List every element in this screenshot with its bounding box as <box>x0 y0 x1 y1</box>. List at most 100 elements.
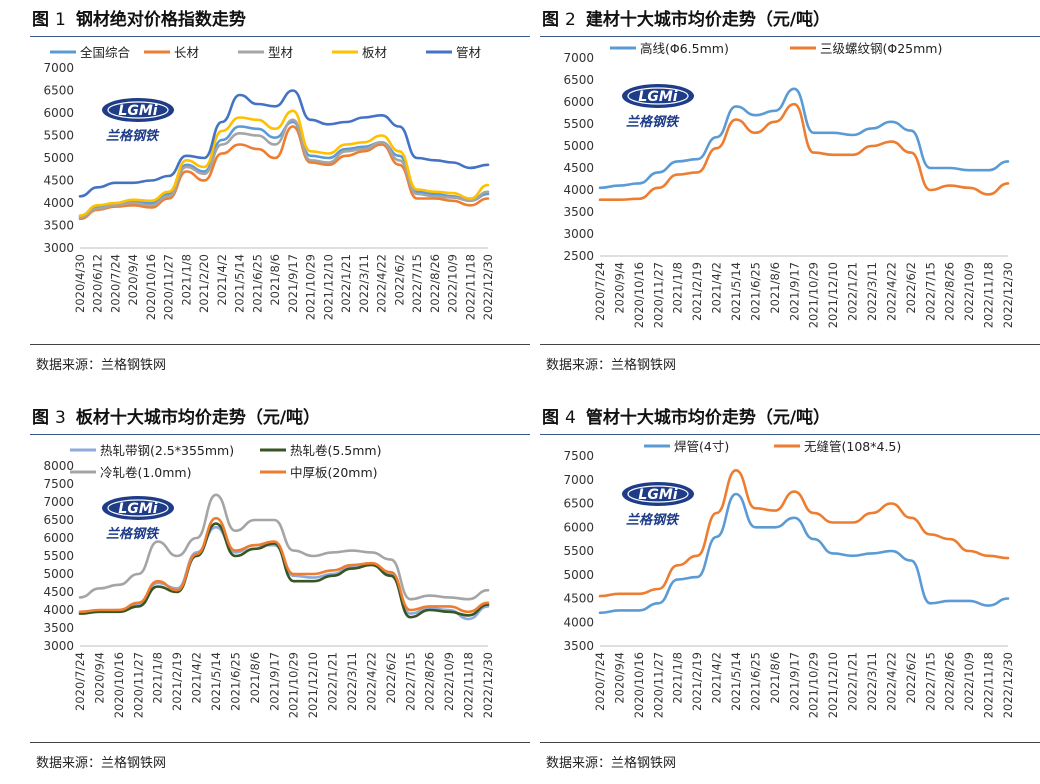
series-line-2 <box>598 469 1010 598</box>
x-tick-label: 2021/12/10 <box>306 652 320 718</box>
x-tick-label: 2021/8/6 <box>248 652 262 704</box>
x-tick-label: 2021/10/29 <box>807 652 821 718</box>
lgmi-logo: LGMi 兰格钢铁 <box>102 98 174 144</box>
legend-item: 高线(Φ6.5mm) <box>610 41 729 56</box>
y-tick-label: 7000 <box>43 495 74 509</box>
y-tick-label: 7000 <box>563 473 594 487</box>
x-tick-label: 2021/12/10 <box>826 262 840 328</box>
y-tick-label: 6500 <box>43 84 74 98</box>
y-tick-label: 5000 <box>563 139 594 153</box>
source-rule <box>540 742 1040 743</box>
logo-mark: LGMi <box>638 487 677 503</box>
legend-label: 板材 <box>362 45 387 60</box>
x-tick-label: 2021/2/19 <box>170 652 184 711</box>
source-rule <box>30 344 530 345</box>
y-tick-label: 6000 <box>563 95 594 109</box>
x-tick-label: 2022/3/11 <box>865 652 879 711</box>
chart-title-2: 图 2 建材十大城市均价走势（元/吨） <box>542 10 831 30</box>
x-tick-label: 2022/1/21 <box>326 652 340 711</box>
x-tick-label: 2022/12/30 <box>1001 262 1015 328</box>
legend-item: 板材 <box>332 45 387 60</box>
legend-item: 三级螺纹钢(Φ25mm) <box>790 41 942 56</box>
chart-title-4: 图 4 管材十大城市均价走势（元/吨） <box>542 408 831 428</box>
logo-ring <box>627 485 689 503</box>
y-tick-label: 6500 <box>43 513 74 527</box>
x-tick-label: 2020/11/27 <box>131 652 145 718</box>
x-tick-label: 2020/10/16 <box>632 262 646 328</box>
legend-item: 长材 <box>144 45 199 60</box>
y-tick-label: 7000 <box>43 61 74 75</box>
x-tick-label: 2020/11/27 <box>651 652 665 718</box>
logo-mark: LGMi <box>638 89 677 105</box>
x-tick-label: 2021/4/2 <box>710 652 724 704</box>
legend-label: 热轧卷(5.5mm) <box>290 443 382 458</box>
x-tick-label: 2021/10/29 <box>287 652 301 718</box>
x-tick-label: 2021/9/17 <box>286 254 300 313</box>
y-tick-label: 3500 <box>43 621 74 635</box>
logo-ring <box>627 87 689 105</box>
x-tick-label: 2022/6/2 <box>904 262 918 314</box>
x-tick-label: 2022/10/9 <box>962 262 976 321</box>
x-tick-label: 2021/4/2 <box>190 652 204 704</box>
x-tick-label: 2022/1/21 <box>846 262 860 321</box>
line-chart-steel-index: 3000 3500 4000 4500 5000 5500 6000 6500 7000 2020… <box>43 45 495 320</box>
x-tick-label: 2020/7/24 <box>593 652 607 711</box>
x-tick-label: 2022/7/15 <box>923 262 937 321</box>
logo-ring <box>107 101 169 119</box>
x-tick-label: 2022/8/26 <box>943 652 957 711</box>
y-tick-label: 3500 <box>563 639 594 653</box>
logo-mark: LGMi <box>118 501 157 517</box>
y-tick-label: 6500 <box>563 73 594 87</box>
x-tick-label: 2020/11/27 <box>651 262 665 328</box>
logo-ring <box>107 499 169 517</box>
y-tick-label: 5500 <box>43 549 74 563</box>
x-tick-label: 2021/6/25 <box>250 254 264 313</box>
series-line-2 <box>78 522 490 619</box>
x-tick-label: 2020/10/16 <box>632 652 646 718</box>
legend-label: 高线(Φ6.5mm) <box>640 41 729 56</box>
legend-item: 中厚板(20mm) <box>260 465 378 480</box>
series-line-3 <box>78 493 490 601</box>
series-line-1 <box>598 87 1010 190</box>
x-tick-label: 2022/4/22 <box>364 652 378 711</box>
y-tick-label: 6000 <box>43 531 74 545</box>
data-source: 数据来源：兰格钢铁网 <box>36 756 167 771</box>
x-tick-label: 2021/6/25 <box>748 652 762 711</box>
data-source: 数据来源：兰格钢铁网 <box>546 756 677 771</box>
y-tick-label: 4500 <box>43 585 74 599</box>
line-chart-plate-steel: 3000 3500 4000 4500 5000 5500 6000 6500 7000 7500… <box>43 443 495 718</box>
x-tick-label: 2021/9/17 <box>267 652 281 711</box>
y-tick-label: 7000 <box>563 51 594 65</box>
x-tick-label: 2022/11/18 <box>982 652 996 718</box>
legend-item: 热轧卷(5.5mm) <box>260 443 382 458</box>
x-tick-label: 2021/4/2 <box>215 254 229 306</box>
legend-label: 无缝管(108*4.5) <box>804 439 901 454</box>
y-tick-label: 3500 <box>43 219 74 233</box>
y-tick-label: 5500 <box>563 117 594 131</box>
y-tick-label: 8000 <box>43 459 74 473</box>
y-tick-label: 4000 <box>563 615 594 629</box>
x-tick-label: 2022/7/15 <box>403 652 417 711</box>
chart-panel-3: 图 3 板材十大城市均价走势（元/吨） 3000 3500 4000 4500 5000 55… <box>30 404 530 784</box>
y-tick-label: 5000 <box>43 567 74 581</box>
x-tick-label: 2021/8/6 <box>768 652 782 704</box>
x-tick-label: 2021/12/10 <box>826 652 840 718</box>
x-tick-label: 2021/10/29 <box>807 262 821 328</box>
y-tick-label: 5500 <box>563 544 594 558</box>
y-tick-label: 5500 <box>43 129 74 143</box>
y-tick-label: 5000 <box>43 151 74 165</box>
x-tick-label: 2021/2/19 <box>690 262 704 321</box>
y-tick-label: 4000 <box>43 603 74 617</box>
y-tick-label: 3000 <box>563 227 594 241</box>
y-tick-label: 4500 <box>43 174 74 188</box>
x-tick-label: 2021/2/19 <box>690 652 704 711</box>
x-tick-label: 2021/9/17 <box>787 652 801 711</box>
x-tick-label: 2022/8/26 <box>423 652 437 711</box>
x-tick-label: 2021/5/14 <box>209 652 223 711</box>
x-tick-label: 2020/9/4 <box>612 652 626 704</box>
series-line-3 <box>78 118 490 219</box>
x-tick-label: 2022/6/2 <box>384 652 398 704</box>
legend-label: 型材 <box>268 45 293 60</box>
x-tick-label: 2022/1/21 <box>846 652 860 711</box>
x-tick-label: 2020/11/27 <box>162 254 176 320</box>
